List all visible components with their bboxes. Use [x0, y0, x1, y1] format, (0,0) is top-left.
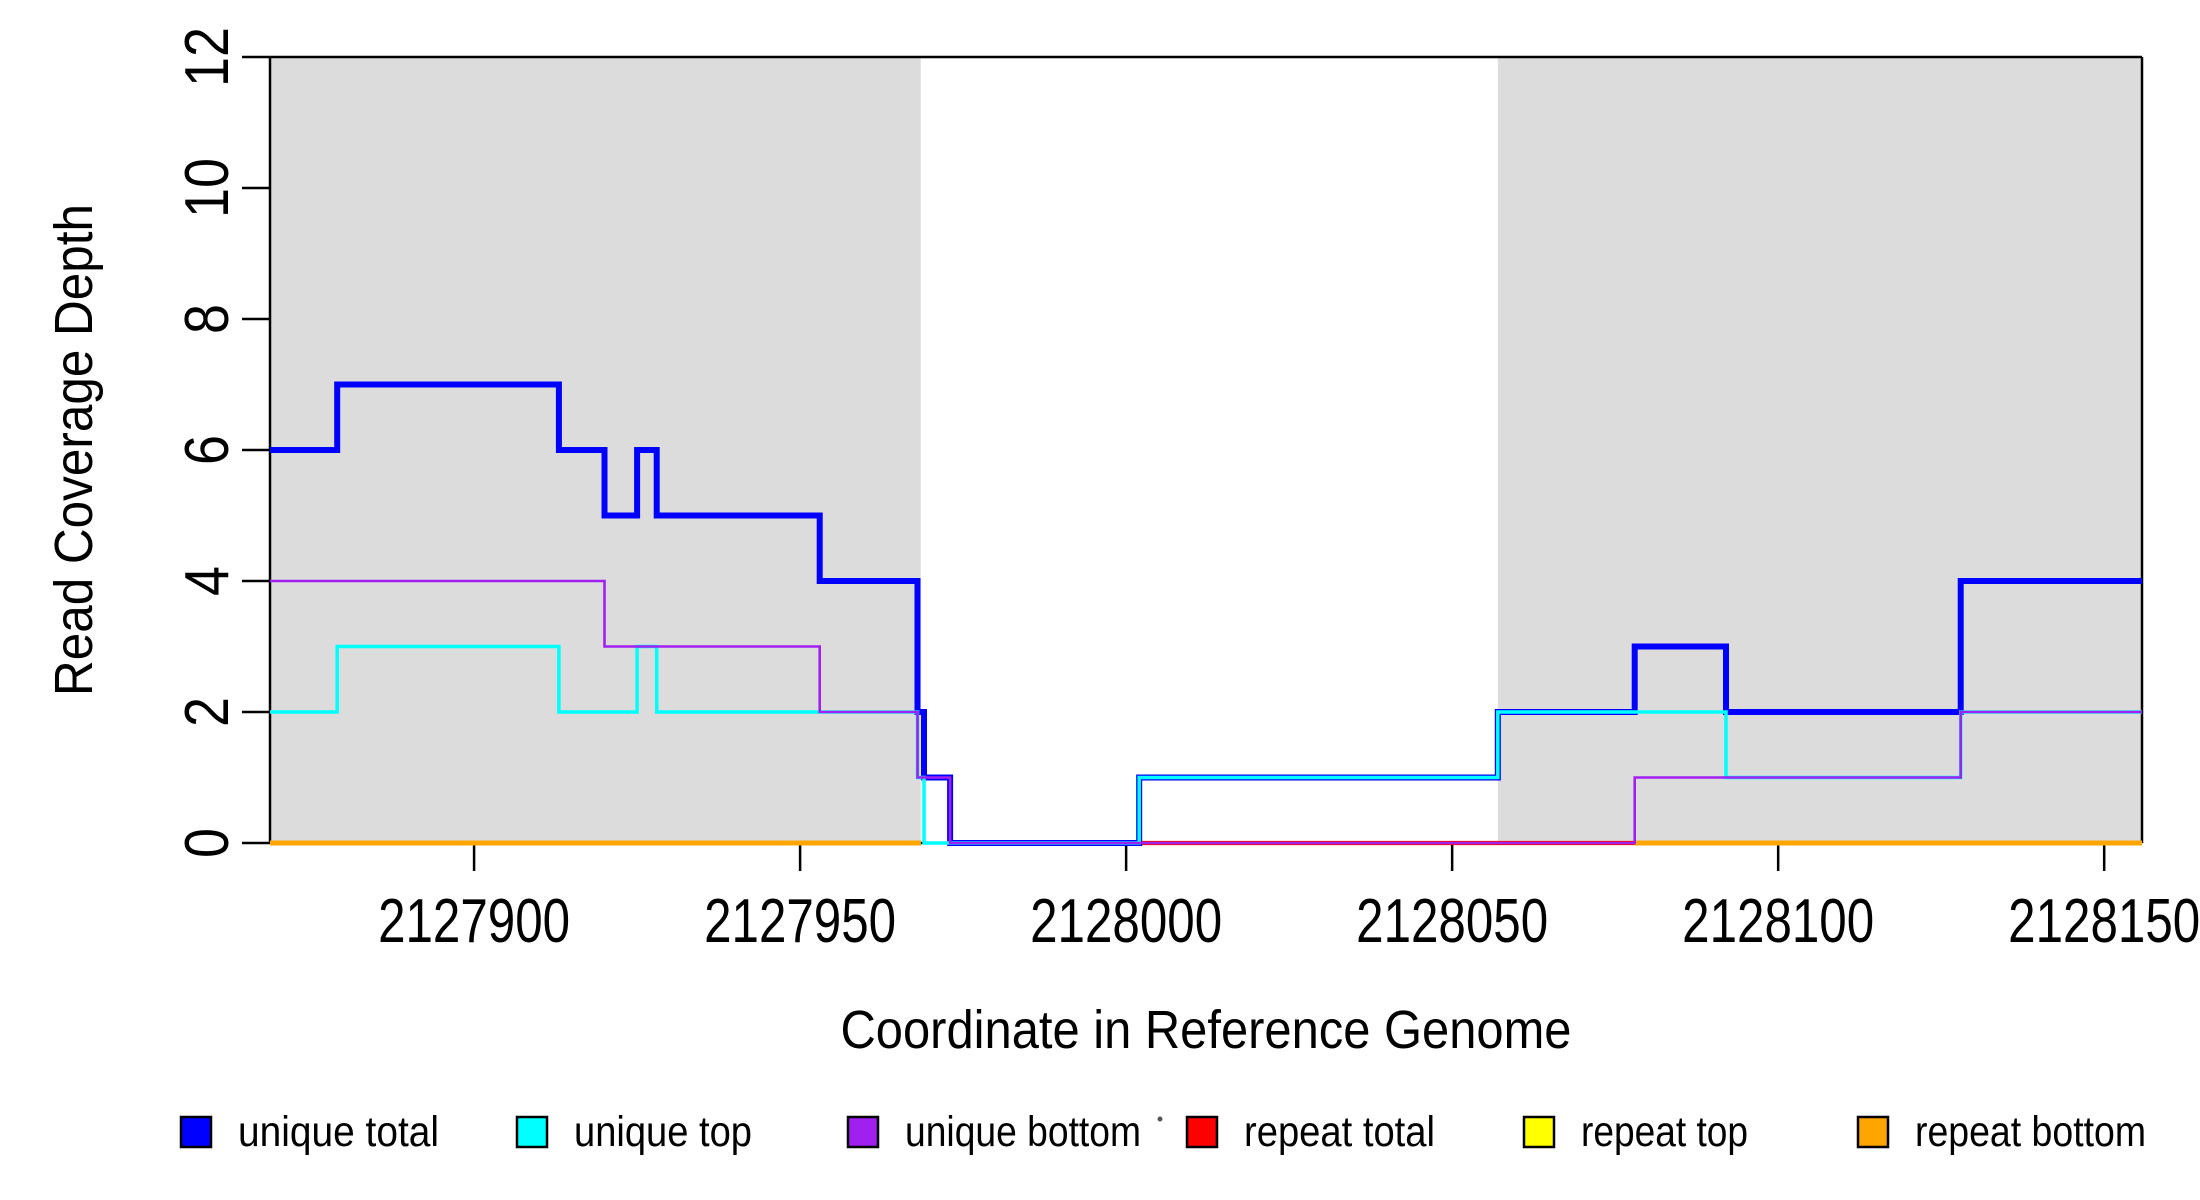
legend-swatch-repeat-top [1522, 1115, 1556, 1149]
legend-item-repeat-bottom: repeat bottom [1856, 1108, 2146, 1156]
y-tick-label: 0 [173, 828, 242, 858]
legend-label: unique bottom [905, 1108, 1141, 1156]
y-tick-label: 10 [173, 158, 242, 218]
shaded-repeat-regions [270, 57, 2142, 843]
y-tick-label: 2 [173, 697, 242, 727]
repeat-region-2 [1497, 57, 2142, 843]
legend-label: repeat top [1581, 1108, 1748, 1156]
series-line-unique-total [270, 381, 2142, 846]
y-tick-label: 4 [173, 566, 242, 596]
legend-label: unique top [574, 1108, 752, 1156]
legend-swatch-unique-bottom [846, 1115, 880, 1149]
legend-item-unique-top: unique top [515, 1108, 752, 1156]
series-line-unique-bottom [270, 579, 2142, 845]
x-tick-label: 2128050 [1356, 887, 1548, 956]
legend-item-repeat-top: repeat top [1522, 1108, 1748, 1156]
coverage-series [270, 381, 2142, 846]
y-tick-label: 8 [173, 304, 242, 334]
legend-swatch-repeat-bottom [1856, 1115, 1890, 1149]
x-tick-label: 2128150 [2008, 887, 2200, 956]
legend-swatch-repeat-total [1185, 1115, 1219, 1149]
legend-label: repeat bottom [1915, 1108, 2146, 1156]
stray-dot [1157, 1116, 1163, 1122]
x-tick-label: 2128000 [1030, 887, 1222, 956]
x-tick-label: 2128100 [1682, 887, 1874, 956]
legend-item-unique-total: unique total [179, 1108, 439, 1156]
y-tick-label: 12 [173, 27, 242, 87]
legend-swatch-unique-top [515, 1115, 549, 1149]
y-axis-title: Read Coverage Depth [44, 204, 104, 696]
legend-swatch-unique-total [179, 1115, 213, 1149]
legend-label: repeat total [1244, 1108, 1435, 1156]
x-tick-label: 2127900 [378, 887, 570, 956]
chart-legend: unique total unique top unique bottom repea… [179, 1108, 2146, 1156]
x-axis-title: Coordinate in Reference Genome [841, 1000, 1572, 1060]
y-tick-label: 6 [173, 435, 242, 465]
legend-item-repeat-total: repeat total [1185, 1108, 1435, 1156]
legend-label: unique total [238, 1108, 439, 1156]
x-tick-label: 2127950 [704, 887, 896, 956]
legend-item-unique-bottom: unique bottom [846, 1108, 1141, 1156]
